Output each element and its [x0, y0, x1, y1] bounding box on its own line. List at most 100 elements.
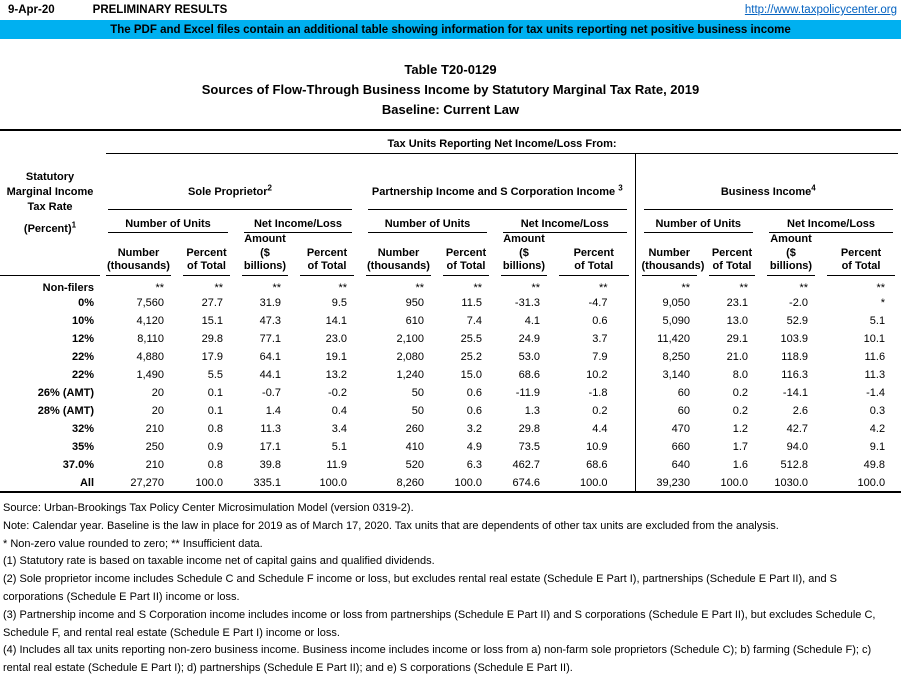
- col-header-number-thousands: Number (thousands): [360, 233, 437, 276]
- col-header-amount-billions: Amount ($ billions): [236, 233, 294, 276]
- cell: 15.1: [201, 315, 223, 327]
- cell: 29.1: [726, 333, 748, 345]
- row-label: 0%: [78, 297, 94, 309]
- subgroup-number-of-units: Number of Units: [360, 210, 495, 233]
- cell: 0.6: [592, 315, 608, 327]
- subgroup-net-income-loss: Net Income/Loss: [236, 210, 360, 233]
- group-header-business-income: Business Income4: [634, 154, 901, 210]
- cell: 29.8: [518, 423, 540, 435]
- cell: 4.4: [592, 423, 608, 435]
- cell: 42.7: [786, 423, 808, 435]
- cell: 0.8: [207, 423, 223, 435]
- table-row: Non-filers ** ** ** ** ** ** ** ** ** ** ** **: [0, 275, 901, 294]
- cell: 520: [405, 459, 424, 471]
- info-banner: The PDF and Excel files contain an addit…: [0, 20, 901, 39]
- cell: 25.5: [460, 333, 482, 345]
- row-label: 12%: [71, 333, 94, 345]
- row-label: All: [79, 476, 94, 489]
- subgroup-number-of-units: Number of Units: [100, 210, 236, 233]
- cell: 17.1: [259, 441, 281, 453]
- cell: 0.9: [207, 441, 223, 453]
- cell: 7.4: [466, 315, 482, 327]
- subgroup-net-income-loss: Net Income/Loss: [495, 210, 635, 233]
- subgroup-number-of-units: Number of Units: [634, 210, 761, 233]
- cell: 100.0: [195, 476, 223, 489]
- cell: **: [598, 281, 608, 294]
- cell: 462.7: [512, 459, 540, 471]
- cell: 23.1: [726, 297, 748, 309]
- cell: 640: [634, 456, 703, 474]
- taxpolicycenter-link[interactable]: http://www.taxpolicycenter.org: [744, 4, 897, 16]
- cell: 1.3: [524, 405, 540, 417]
- cell: 24.9: [518, 333, 540, 345]
- cell: 1,240: [396, 369, 424, 381]
- cell: **: [272, 281, 281, 294]
- cell: 2,100: [396, 333, 424, 345]
- span-header: Tax Units Reporting Net Income/Loss From…: [100, 130, 901, 154]
- cell: 1,490: [136, 369, 164, 381]
- source-note: Source: Urban-Brookings Tax Policy Cente…: [3, 502, 414, 514]
- title-block: Table T20-0129 Sources of Flow-Through B…: [0, 60, 901, 120]
- cell: **: [739, 281, 748, 294]
- col-header-amount-billions: Amount ($ billions): [761, 233, 821, 276]
- cell: 11.3: [864, 369, 886, 381]
- cell: -11.9: [515, 387, 540, 399]
- cell: 8.0: [732, 369, 748, 381]
- cell: 10.2: [586, 369, 608, 381]
- cell: 118.9: [781, 351, 808, 363]
- cell: 4,880: [136, 351, 164, 363]
- cell: 27,270: [130, 476, 164, 489]
- table-row: 22% 4,880 17.9 64.1 19.1 2,080 25.2 53.0 7.9 8,25…: [0, 348, 901, 366]
- cell: 68.6: [586, 459, 608, 471]
- table-row: 10% 4,120 15.1 47.3 14.1 610 7.4 4.1 0.6 5,090 13.…: [0, 312, 901, 330]
- table-row: 0% 7,560 27.7 31.9 9.5 950 11.5 -31.3 -4.7 9,050 2…: [0, 294, 901, 312]
- cell: 20: [151, 387, 164, 399]
- cell: 11,420: [634, 330, 703, 348]
- cell: 11.5: [461, 297, 482, 309]
- cell: **: [338, 281, 347, 294]
- cell: 31.9: [259, 297, 281, 309]
- cell: 470: [634, 420, 703, 438]
- cell: 103.9: [780, 333, 808, 345]
- cell: 9,050: [634, 294, 703, 312]
- footnotes: Source: Urban-Brookings Tax Policy Cente…: [0, 500, 901, 678]
- cell: 1.6: [732, 459, 748, 471]
- row-label: 22%: [71, 351, 94, 363]
- cell: 250: [145, 441, 164, 453]
- cell: 1.2: [732, 423, 748, 435]
- cell: **: [415, 281, 424, 294]
- cell: 512.8: [780, 459, 808, 471]
- group-header-partnership-scorp: Partnership Income and S Corporation Inc…: [360, 154, 635, 210]
- cell: 20: [151, 405, 164, 417]
- row-label: 10%: [71, 315, 94, 327]
- row-label: 35%: [71, 441, 94, 453]
- cell: 50: [411, 405, 424, 417]
- symbols-note: * Non-zero value rounded to zero; ** Ins…: [3, 537, 263, 550]
- cell: 9.5: [331, 297, 347, 309]
- cell: -1.8: [588, 387, 608, 399]
- cell: -0.2: [328, 387, 347, 399]
- cell: 50: [411, 387, 424, 399]
- cell: 100.0: [720, 476, 748, 489]
- row-label: 37.0%: [62, 459, 94, 471]
- footnote-2: (2) Sole proprietor income includes Sche…: [3, 573, 837, 603]
- cell: 49.8: [863, 459, 886, 471]
- cell: -4.7: [588, 297, 608, 309]
- cell: 210: [145, 459, 164, 471]
- cell: 0.1: [207, 405, 223, 417]
- cell: 52.9: [786, 315, 808, 327]
- cell: 2.6: [792, 405, 808, 417]
- cell: 0.2: [592, 405, 608, 417]
- cell: 11.6: [864, 351, 886, 363]
- calendar-note: Note: Calendar year. Baseline is the law…: [3, 519, 779, 532]
- col-header-percent-of-total: Percent of Total: [553, 233, 635, 276]
- cell: 210: [145, 423, 164, 435]
- cell: 0.1: [207, 387, 223, 399]
- cell: 53.0: [518, 351, 540, 363]
- cell: 77.1: [259, 333, 281, 345]
- banner-text: The PDF and Excel files contain an addit…: [110, 23, 791, 36]
- row-label: 28% (AMT): [37, 405, 94, 417]
- col-header-percent-of-total: Percent of Total: [437, 233, 495, 276]
- date-label: 9-Apr-20: [8, 4, 55, 16]
- cell: 23.0: [325, 333, 347, 345]
